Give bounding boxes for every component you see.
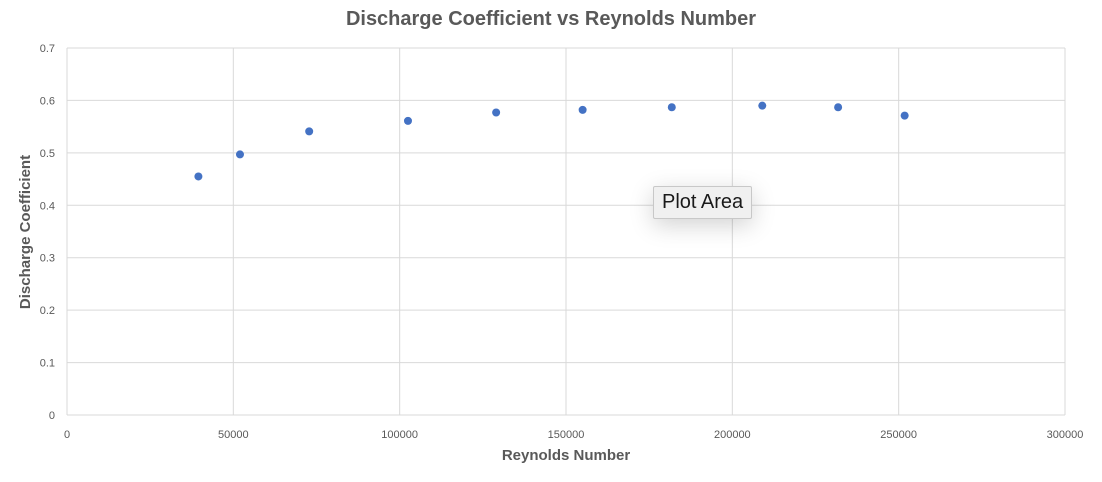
y-tick-label: 0.7 (40, 43, 55, 55)
data-point[interactable] (235, 150, 244, 159)
data-series[interactable] (194, 101, 909, 181)
x-tick-label: 250000 (880, 429, 917, 441)
data-point[interactable] (758, 101, 767, 110)
y-tick-label: 0.2 (40, 305, 55, 317)
y-tick-label: 0 (49, 410, 55, 422)
y-axis-title: Discharge Coefficient (17, 155, 34, 309)
data-point[interactable] (305, 127, 314, 136)
x-tick-label: 0 (64, 429, 70, 441)
data-point[interactable] (900, 111, 909, 120)
data-point[interactable] (492, 108, 501, 117)
plot-area-tooltip: Plot Area (653, 186, 753, 219)
x-axis-ticks: 0 50000 100000 150000 200000 250000 300000 (64, 429, 1083, 441)
x-tick-label: 50000 (218, 429, 249, 441)
y-tick-label: 0.1 (40, 358, 55, 370)
data-point[interactable] (667, 103, 676, 112)
x-tick-label: 200000 (714, 429, 751, 441)
x-tick-label: 100000 (381, 429, 418, 441)
y-tick-label: 0.6 (40, 95, 55, 107)
y-axis-ticks: 0 0.1 0.2 0.3 0.4 0.5 0.6 0.7 (40, 43, 55, 422)
chart-title: Discharge Coefficient vs Reynolds Number (346, 8, 756, 30)
x-tick-label: 300000 (1047, 429, 1084, 441)
plot-area-gridlines[interactable] (66, 47, 1066, 416)
data-point[interactable] (403, 116, 412, 125)
x-axis-title: Reynolds Number (502, 447, 631, 464)
x-tick-label: 150000 (548, 429, 585, 441)
data-point[interactable] (578, 105, 587, 114)
y-tick-label: 0.4 (40, 200, 55, 212)
data-point[interactable] (194, 172, 203, 181)
y-tick-label: 0.3 (40, 253, 55, 265)
y-tick-label: 0.5 (40, 148, 55, 160)
data-point[interactable] (834, 103, 843, 112)
